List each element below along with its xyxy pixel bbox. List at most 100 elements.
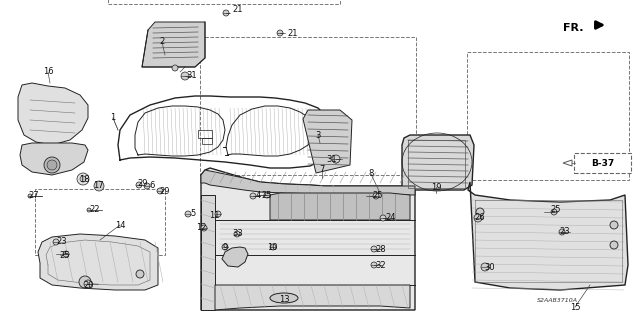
Circle shape xyxy=(136,182,142,188)
Circle shape xyxy=(610,221,618,229)
Text: 20: 20 xyxy=(84,280,94,290)
Polygon shape xyxy=(222,247,248,267)
Circle shape xyxy=(63,251,69,257)
Circle shape xyxy=(84,280,92,288)
Circle shape xyxy=(476,208,484,216)
Text: 21: 21 xyxy=(233,5,243,14)
Circle shape xyxy=(144,183,150,189)
Text: 1: 1 xyxy=(110,114,116,122)
Text: 22: 22 xyxy=(90,205,100,214)
Text: 18: 18 xyxy=(79,174,90,183)
Text: 25: 25 xyxy=(262,190,272,199)
Circle shape xyxy=(373,193,379,199)
Circle shape xyxy=(333,157,339,163)
Circle shape xyxy=(559,229,565,235)
Polygon shape xyxy=(468,182,628,290)
Circle shape xyxy=(77,173,89,185)
Text: 17: 17 xyxy=(93,182,103,190)
Circle shape xyxy=(371,262,377,268)
Text: 9: 9 xyxy=(222,243,228,253)
Text: 27: 27 xyxy=(29,191,39,201)
Circle shape xyxy=(474,214,482,222)
Text: 25: 25 xyxy=(372,191,383,201)
Polygon shape xyxy=(201,168,415,310)
Text: 11: 11 xyxy=(209,211,220,219)
Bar xyxy=(467,52,629,180)
Circle shape xyxy=(94,181,104,191)
Circle shape xyxy=(157,188,163,194)
Text: 23: 23 xyxy=(560,226,570,235)
Text: 5: 5 xyxy=(190,209,196,218)
Bar xyxy=(35,189,165,255)
Circle shape xyxy=(215,211,221,217)
Circle shape xyxy=(481,263,489,271)
Text: 12: 12 xyxy=(196,224,206,233)
Text: FR.: FR. xyxy=(563,23,584,33)
Bar xyxy=(202,138,212,144)
Circle shape xyxy=(201,225,207,231)
Circle shape xyxy=(222,244,228,250)
Polygon shape xyxy=(18,83,88,145)
Text: 33: 33 xyxy=(232,229,243,239)
Circle shape xyxy=(610,241,618,249)
Text: 7: 7 xyxy=(319,166,324,174)
Text: 14: 14 xyxy=(115,220,125,229)
Polygon shape xyxy=(303,110,352,173)
Circle shape xyxy=(277,30,283,36)
Text: 26: 26 xyxy=(475,213,485,222)
Circle shape xyxy=(250,193,256,199)
Text: 25: 25 xyxy=(551,205,561,214)
Text: 25: 25 xyxy=(60,250,70,259)
Circle shape xyxy=(270,244,276,250)
Text: 28: 28 xyxy=(376,244,387,254)
Circle shape xyxy=(28,194,32,198)
Circle shape xyxy=(181,72,189,80)
Circle shape xyxy=(332,155,340,163)
Circle shape xyxy=(80,176,86,182)
Text: 31: 31 xyxy=(187,71,197,80)
Circle shape xyxy=(234,231,240,237)
Text: 8: 8 xyxy=(368,169,374,179)
Circle shape xyxy=(185,211,191,217)
Text: 16: 16 xyxy=(43,68,53,77)
Text: 4: 4 xyxy=(255,191,260,201)
Circle shape xyxy=(380,215,386,221)
Polygon shape xyxy=(402,135,474,190)
Bar xyxy=(200,37,416,175)
Text: 13: 13 xyxy=(278,294,289,303)
Text: 24: 24 xyxy=(386,213,396,222)
Text: 2: 2 xyxy=(159,38,164,47)
Polygon shape xyxy=(20,143,88,175)
Circle shape xyxy=(264,192,270,198)
Circle shape xyxy=(53,239,59,245)
Polygon shape xyxy=(201,195,215,310)
Text: 10: 10 xyxy=(267,243,277,253)
Polygon shape xyxy=(563,160,572,166)
Text: 30: 30 xyxy=(484,263,495,271)
Circle shape xyxy=(172,65,178,71)
Text: 19: 19 xyxy=(431,182,441,191)
Circle shape xyxy=(44,157,60,173)
Polygon shape xyxy=(201,170,415,195)
Text: 15: 15 xyxy=(570,302,580,311)
Text: 31: 31 xyxy=(326,155,337,165)
Text: 23: 23 xyxy=(57,238,67,247)
Circle shape xyxy=(87,208,91,212)
Circle shape xyxy=(47,160,57,170)
Text: 32: 32 xyxy=(376,261,387,270)
Circle shape xyxy=(79,276,91,288)
Text: B-37: B-37 xyxy=(591,159,614,167)
Circle shape xyxy=(371,246,377,252)
Circle shape xyxy=(223,10,229,16)
Polygon shape xyxy=(38,234,158,290)
Text: 29: 29 xyxy=(138,179,148,188)
Text: 29: 29 xyxy=(160,187,170,196)
Polygon shape xyxy=(270,193,410,220)
Text: 3: 3 xyxy=(316,130,321,139)
Text: S2AAB3710A: S2AAB3710A xyxy=(537,298,578,302)
Circle shape xyxy=(136,270,144,278)
Polygon shape xyxy=(215,285,410,310)
Text: 21: 21 xyxy=(288,28,298,38)
Bar xyxy=(198,130,212,138)
Circle shape xyxy=(551,209,557,215)
